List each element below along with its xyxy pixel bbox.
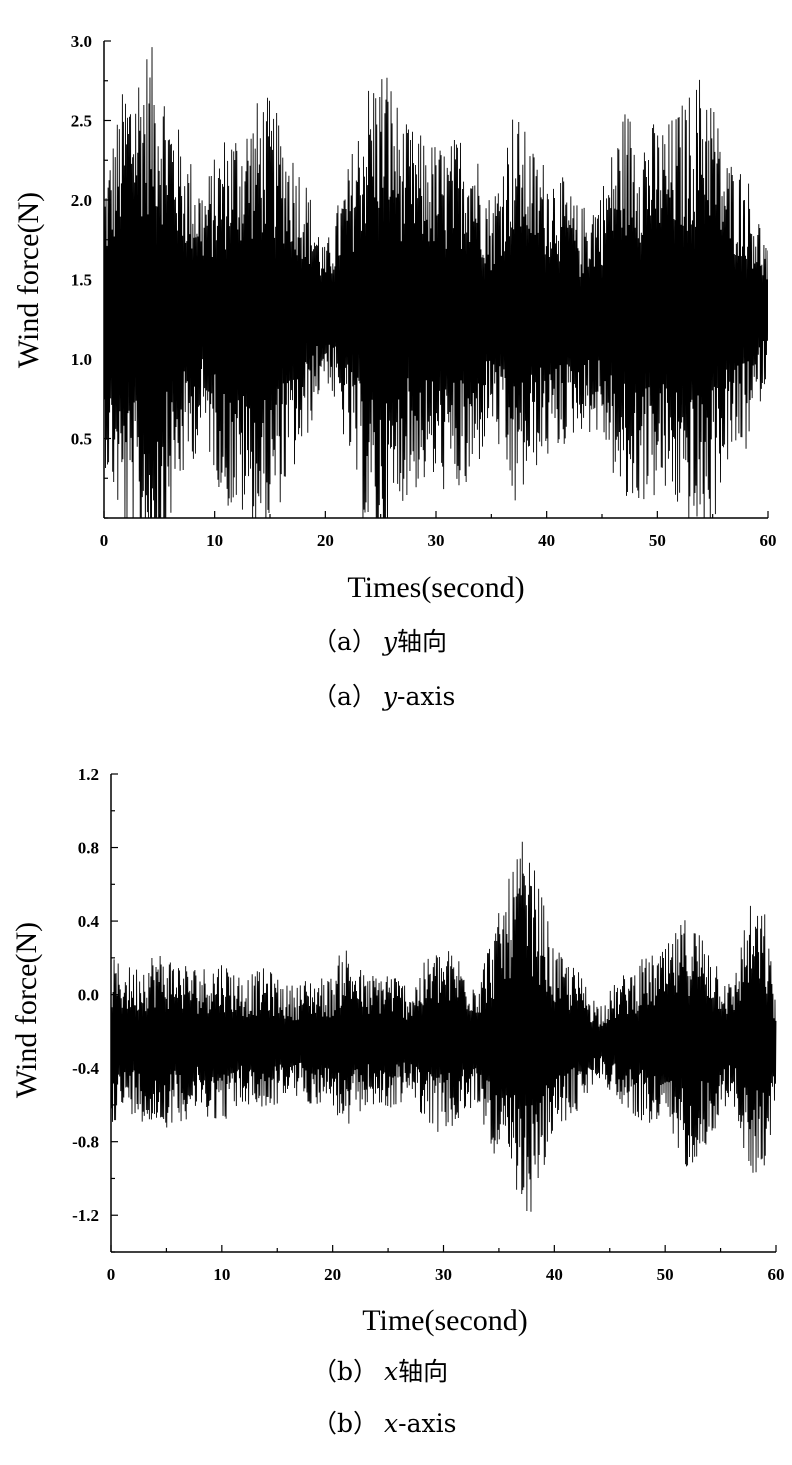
chart-b-y-tick-label: -0.8 (72, 1133, 99, 1152)
chart-b-x-tick-label: 50 (657, 1265, 674, 1284)
chart-b-x-tick-label: 60 (768, 1265, 785, 1284)
chart-b-series-line (110, 841, 777, 1212)
caption-a-english: （a） y-axis (312, 682, 455, 711)
chart-a-x-tick-label: 30 (428, 531, 445, 550)
caption-a-chinese-text: 轴向 (397, 627, 447, 656)
chart-b-x-tick-label: 20 (324, 1265, 341, 1284)
caption-a-chinese-variable: y (382, 627, 398, 656)
chart-a-x-tick-label: 10 (206, 531, 223, 550)
caption-b-chinese-variable: x (384, 1357, 398, 1386)
chart-b-x-tick-label: 30 (435, 1265, 452, 1284)
chart-b-x-axis-wind-force: 0 10 20 30 40 50 60 -1.2 -0.8 -0.4 0.0 0.4 0.8 1.2 (72, 765, 784, 1284)
chart-a-x-tick-label: 60 (760, 531, 777, 550)
chart-a-y-tick-label: 3.0 (71, 32, 92, 51)
chart-b-y-tick-label: -0.4 (72, 1059, 99, 1078)
chart-b-y-axis-title: Wind force(N) (10, 922, 43, 1098)
chart-a-y-tick-label: 0.5 (71, 430, 92, 449)
chart-a-x-tick-label: 40 (538, 531, 555, 550)
caption-b-chinese: （b） x轴向 (312, 1357, 448, 1386)
caption-b-chinese-label: （b） (312, 1357, 378, 1386)
chart-b-y-tick-label: 0.4 (78, 912, 100, 931)
caption-b-chinese-text: 轴向 (398, 1357, 448, 1386)
chart-a-series-line (104, 47, 768, 518)
chart-b-x-axis-title: Time(second) (362, 1304, 528, 1337)
chart-b-x-tick-label: 10 (213, 1265, 230, 1284)
chart-a-y-axis-wind-force: 0 10 20 30 40 50 60 0.5 1.0 1.5 2.0 2.5 3.0 (71, 32, 777, 550)
caption-b-english-label: （b） (312, 1409, 378, 1438)
chart-b-y-tick-label: -1.2 (72, 1206, 99, 1225)
caption-a-english-label: （a） (312, 682, 377, 711)
chart-b-x-tick-label: 40 (546, 1265, 563, 1284)
chart-a-y-tick-label: 2.0 (71, 191, 92, 210)
caption-a-chinese: （a） y轴向 (312, 627, 447, 656)
caption-a-english-text: -axis (397, 682, 455, 711)
caption-b-english-text: -axis (398, 1409, 456, 1438)
chart-a-x-tick-label: 50 (649, 531, 666, 550)
chart-b-y-tick-label: 0.0 (78, 986, 99, 1005)
chart-a-x-tick-label: 0 (100, 531, 109, 550)
chart-a-x-axis-title: Times(second) (347, 571, 524, 604)
chart-a-x-tick-label: 20 (317, 531, 334, 550)
chart-a-y-tick-label: 1.0 (71, 350, 92, 369)
chart-a-y-axis-title: Wind force(N) (12, 192, 45, 368)
caption-b-english: （b） x-axis (312, 1409, 456, 1438)
chart-b-x-tick-label: 0 (107, 1265, 116, 1284)
chart-b-y-tick-label: 0.8 (78, 839, 99, 858)
caption-a-english-variable: y (382, 682, 398, 711)
chart-b-y-tick-label: 1.2 (78, 765, 99, 784)
chart-a-y-tick-label: 1.5 (71, 271, 92, 290)
caption-b-english-variable: x (384, 1409, 398, 1438)
caption-a-chinese-label: （a） (312, 627, 377, 656)
chart-a-y-tick-label: 2.5 (71, 112, 92, 131)
